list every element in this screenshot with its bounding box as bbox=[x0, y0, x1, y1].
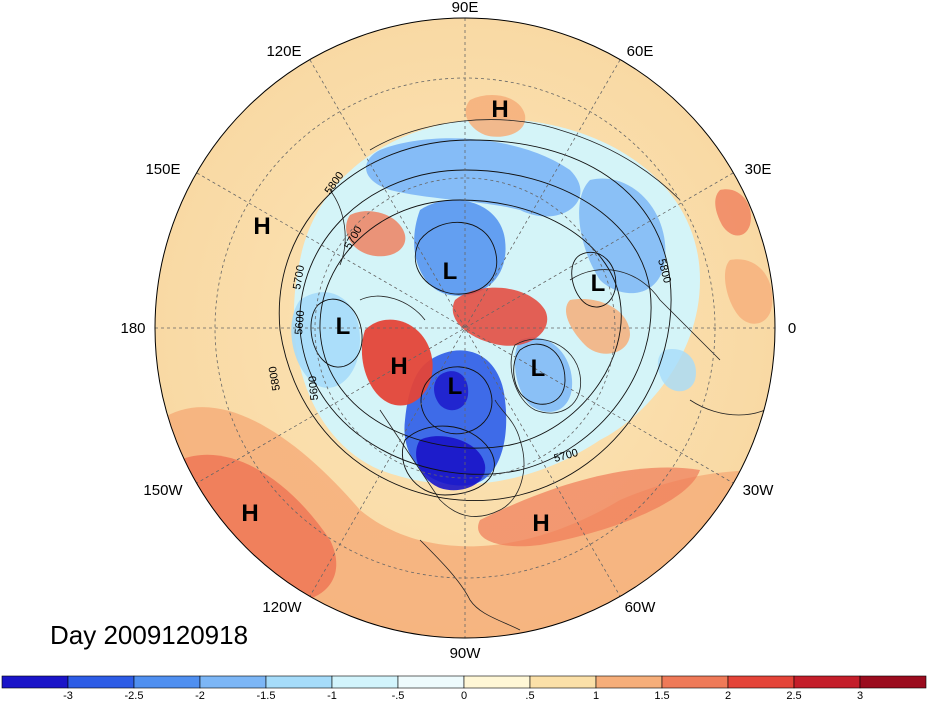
warm-anomaly-alaska bbox=[361, 319, 433, 406]
colorbar: -3 -2.5 -2 -1.5 -1 -.5 0 .5 1 1.5 2 2.5 3 bbox=[1, 675, 927, 702]
contour-label-5600-w: 5600 bbox=[293, 310, 307, 335]
lon-label-60e: 60E bbox=[627, 43, 654, 60]
coast-alaska bbox=[359, 295, 426, 321]
colorbar-tick-label: -1 bbox=[327, 690, 337, 702]
coast-asia-north bbox=[369, 119, 681, 201]
contour-label-5600-sw: 5600 bbox=[307, 375, 321, 400]
lon-label-150w: 150W bbox=[143, 482, 183, 499]
warm-anomaly-siberia-n bbox=[465, 95, 526, 137]
contour-5600 bbox=[319, 199, 622, 449]
meridian-60e-120w bbox=[309, 59, 621, 597]
meridian-150e-30w bbox=[196, 172, 734, 484]
colorbar-swatch bbox=[67, 675, 135, 689]
colorbar-tick-label: 3 bbox=[857, 690, 863, 702]
colorbar-swatch bbox=[661, 675, 729, 689]
contour-low-pacific bbox=[310, 298, 363, 368]
cold-anomaly-africa bbox=[657, 349, 696, 392]
coast-europe bbox=[569, 269, 721, 361]
low-europe: L bbox=[591, 270, 606, 297]
colorbar-tick-label: 0 bbox=[461, 690, 467, 702]
cold-anomaly-siberia bbox=[366, 138, 581, 217]
contour-label-5800-sw: 5800 bbox=[267, 365, 283, 391]
cold-core-canada bbox=[416, 436, 486, 491]
colorbar-swatch bbox=[1, 675, 69, 689]
low-arctic: L bbox=[443, 258, 458, 285]
lon-label-120w: 120W bbox=[262, 599, 302, 616]
warm-anomaly-sahara bbox=[724, 259, 773, 324]
colorbar-tick-label: -.5 bbox=[392, 690, 405, 702]
high-east-asia: H bbox=[253, 213, 270, 240]
colorbar-swatch bbox=[133, 675, 201, 689]
lon-label-30e: 30E bbox=[745, 161, 772, 178]
high-alaska: H bbox=[390, 353, 407, 380]
meridian-30e-150w bbox=[196, 172, 734, 484]
contour-5800-outer bbox=[278, 139, 672, 502]
colorbar-tick-label: 1 bbox=[593, 690, 599, 702]
lon-label-150e: 150E bbox=[145, 161, 180, 178]
colorbar-swatch bbox=[199, 675, 267, 689]
colorbar-tick-label: -2.5 bbox=[125, 690, 144, 702]
high-north-pacific: H bbox=[241, 500, 258, 527]
colorbar-swatch bbox=[859, 675, 927, 689]
colorbar-tick-label: 2 bbox=[725, 690, 731, 702]
low-pacific: L bbox=[336, 313, 351, 340]
colorbar-swatch bbox=[793, 675, 861, 689]
lon-label-30w: 30W bbox=[743, 482, 775, 499]
colorbar-tick-label: -1.5 bbox=[257, 690, 276, 702]
warm-band-atlantic bbox=[478, 467, 700, 547]
contour-5700 bbox=[299, 169, 652, 475]
warm-anomaly-chukotka bbox=[346, 211, 406, 257]
lon-label-90e: 90E bbox=[452, 0, 479, 16]
colorbar-tick-label: -3 bbox=[63, 690, 73, 702]
colorbar-swatch bbox=[529, 675, 597, 689]
low-greenland: L bbox=[531, 355, 546, 382]
lat-circle-60 bbox=[314, 177, 616, 479]
coast-greenland bbox=[510, 338, 582, 414]
lon-label-90w: 90W bbox=[450, 645, 482, 662]
contour-low-arctic bbox=[414, 221, 498, 295]
colorbar-tick-label: -2 bbox=[195, 690, 205, 702]
globe-border bbox=[154, 17, 776, 639]
colorbar-swatch bbox=[331, 675, 399, 689]
high-atlantic: H bbox=[532, 510, 549, 537]
colorbar-tick-label: .5 bbox=[525, 690, 534, 702]
contour-dense-canada bbox=[401, 425, 495, 496]
low-hudson: L bbox=[448, 373, 463, 400]
graticule bbox=[155, 18, 775, 638]
colorbar-tick-label: 2.5 bbox=[786, 690, 801, 702]
contour-low-hudson bbox=[420, 366, 493, 435]
lon-label-120e: 120E bbox=[266, 43, 301, 60]
lon-label-180: 180 bbox=[120, 320, 145, 337]
contour-low-greenland bbox=[513, 343, 566, 405]
colorbar-tick-label: 1.5 bbox=[654, 690, 669, 702]
meridian-120e-60w bbox=[309, 59, 621, 597]
lon-label-60w: 60W bbox=[625, 599, 657, 616]
warm-anomaly-mideast bbox=[715, 189, 751, 236]
colorbar-swatch bbox=[595, 675, 663, 689]
pressure-systems: H H L L L H L L H H L bbox=[241, 96, 606, 537]
coast-central-america bbox=[419, 539, 521, 631]
height-contours bbox=[278, 139, 672, 502]
warm-anomaly-pole bbox=[452, 287, 548, 346]
colorbar-swatch bbox=[727, 675, 795, 689]
date-label: Day 2009120918 bbox=[50, 620, 249, 650]
colorbar-swatch bbox=[265, 675, 333, 689]
high-siberia-north: H bbox=[491, 96, 508, 123]
colorbar-swatch bbox=[397, 675, 465, 689]
cold-anomaly-arctic bbox=[414, 200, 506, 296]
contour-label-5700-w: 5700 bbox=[291, 264, 307, 290]
colorbar-swatch bbox=[463, 675, 531, 689]
contour-low-europe bbox=[571, 252, 617, 308]
longitude-labels: 90E 60E 30E 0 30W 60W 90W 120W 150W 180 … bbox=[120, 0, 796, 662]
lon-label-0: 0 bbox=[788, 320, 796, 337]
cold-anomaly-pacific bbox=[291, 292, 360, 388]
cold-core-hudson bbox=[434, 371, 469, 411]
